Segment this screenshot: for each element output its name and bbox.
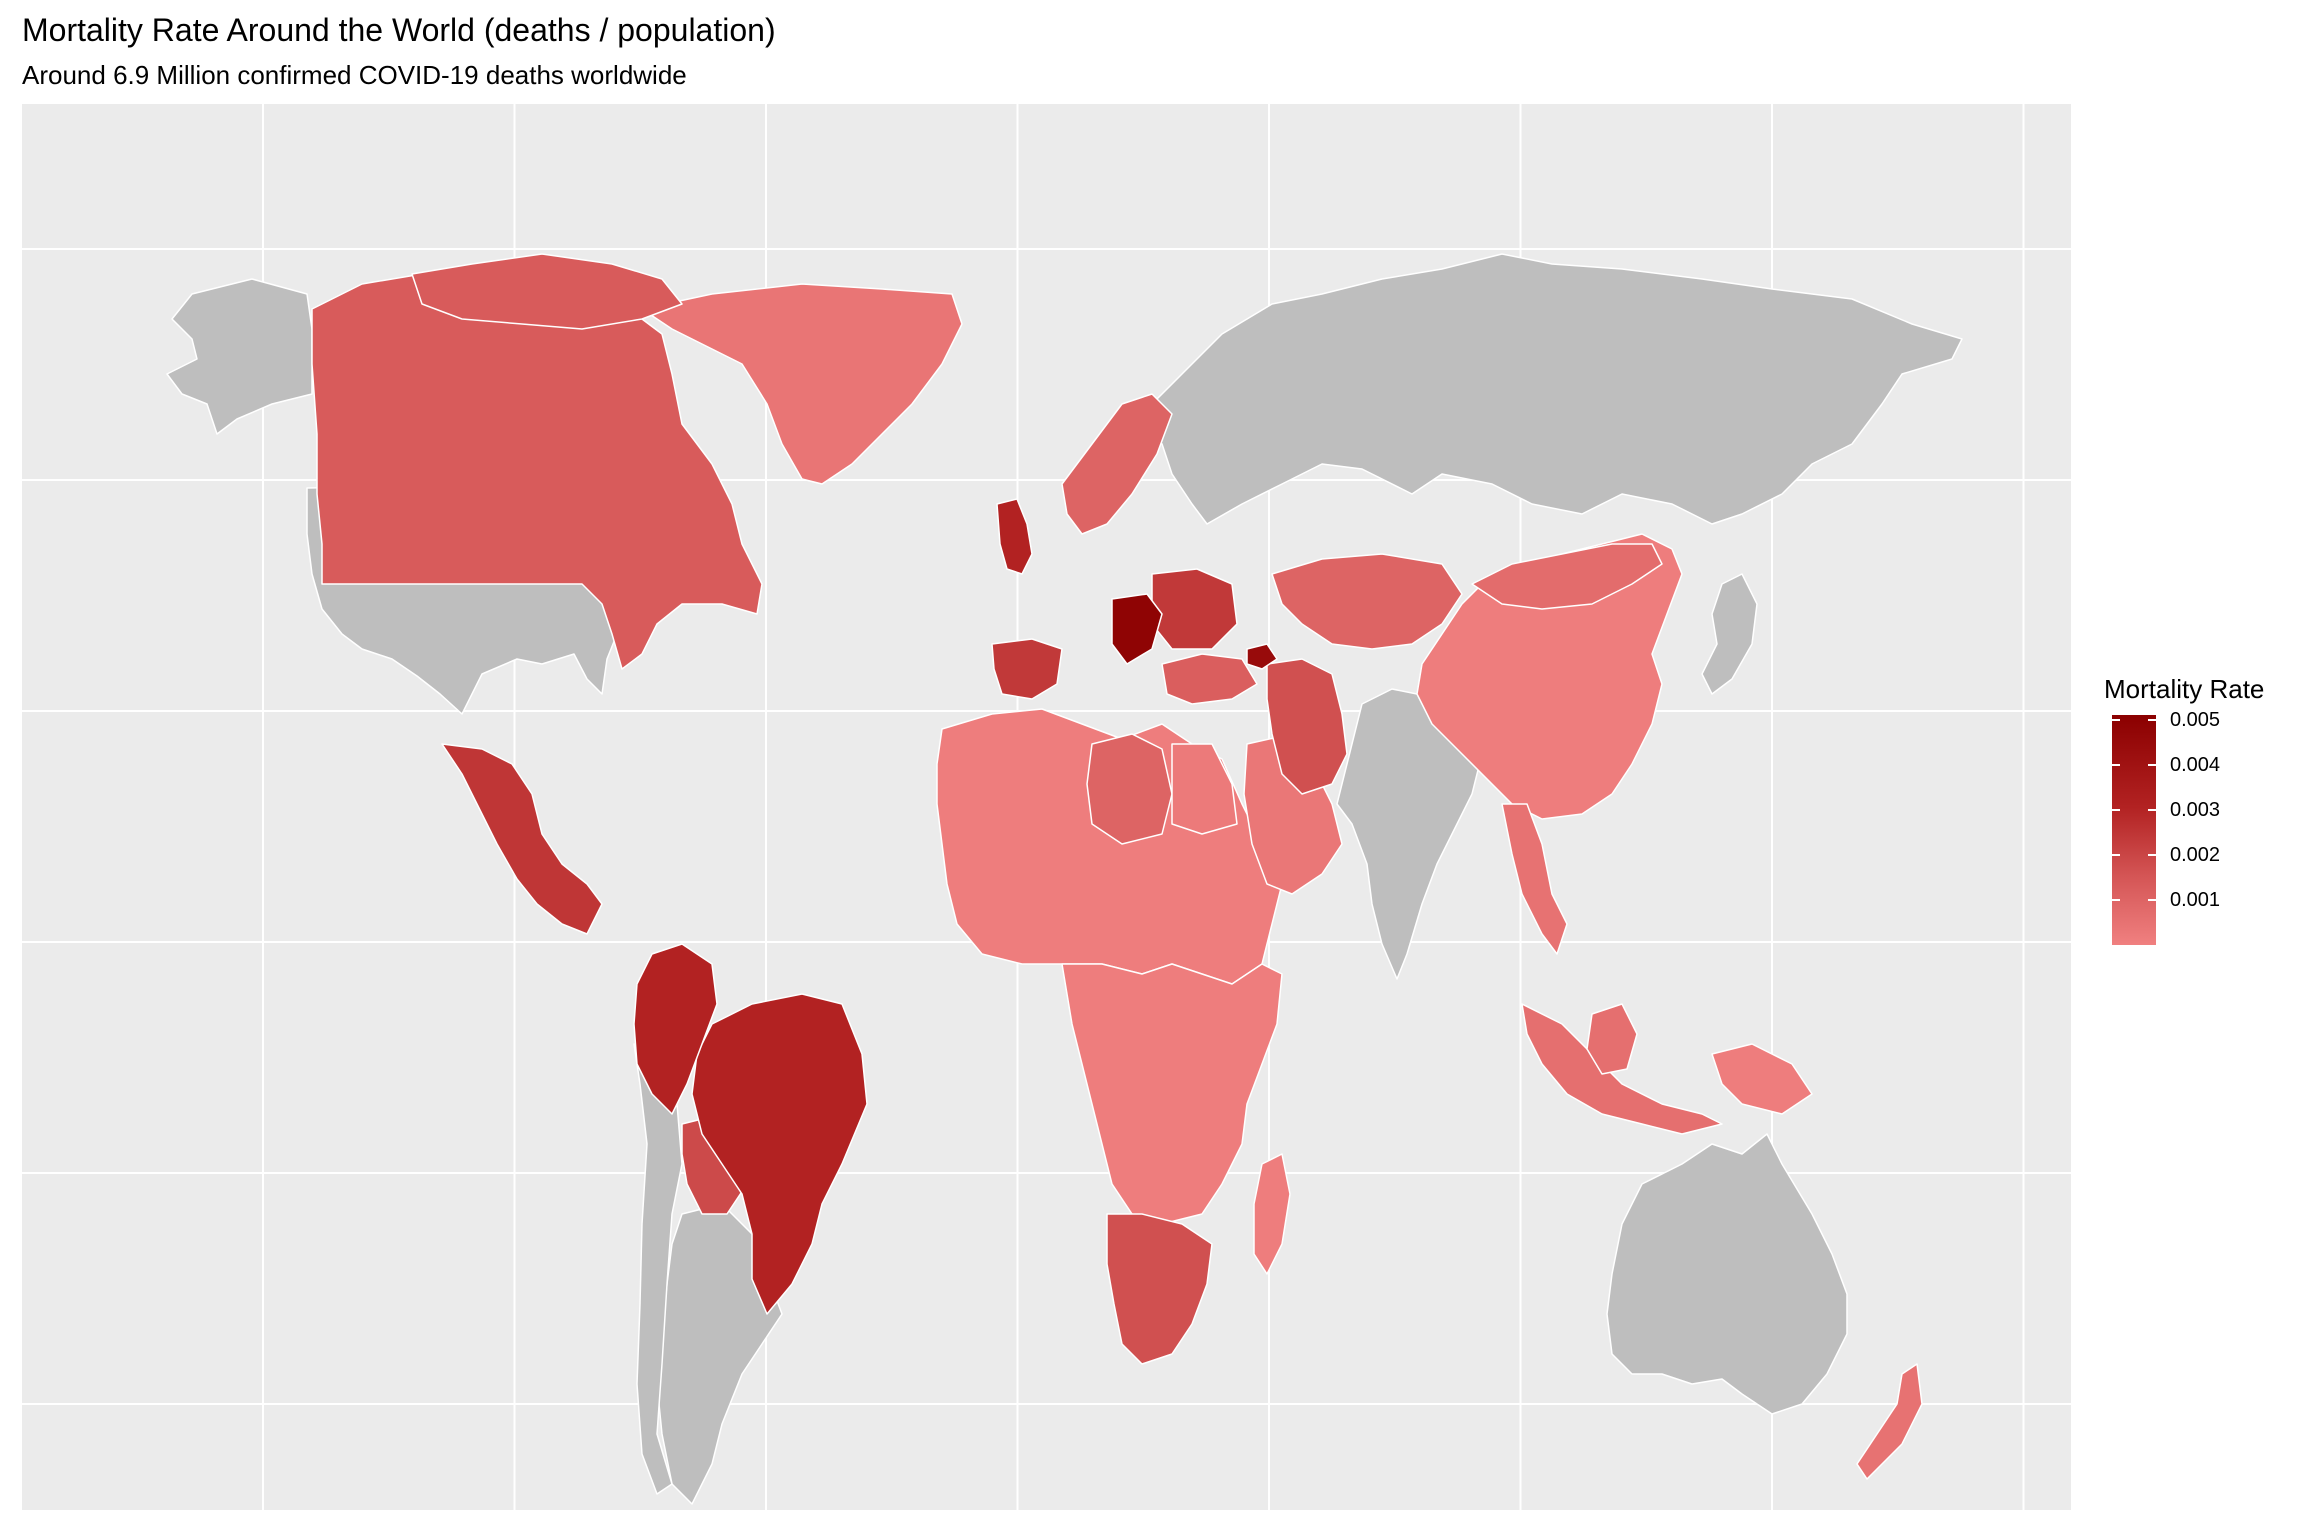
region-japan [1701, 573, 1758, 695]
legend-tick-mark [2112, 898, 2120, 901]
region-eastern-europe [1151, 568, 1238, 650]
region-mongolia [1471, 543, 1663, 610]
map-panel [22, 104, 2071, 1510]
region-mexico [441, 743, 603, 935]
legend-tick-label: 0.002 [2170, 843, 2221, 866]
region-myanmar-thailand [1501, 803, 1568, 955]
legend-tick-mark [2112, 808, 2120, 811]
country-shapes [166, 253, 1963, 1505]
legend-tick-mark [2112, 853, 2120, 856]
region-central-asia [1271, 553, 1463, 650]
region-chile [633, 1043, 683, 1495]
region-papua [1711, 1043, 1813, 1115]
legend-tick-mark [2148, 763, 2156, 766]
region-iran [1266, 658, 1348, 795]
region-united-kingdom [996, 498, 1033, 575]
region-alaska [166, 278, 313, 435]
color-legend: Mortality Rate 0.005 0.004 0.003 0.002 0.001 [2104, 674, 2294, 974]
region-borneo [1586, 1003, 1638, 1075]
region-hungary-balkans [1111, 593, 1163, 665]
legend-tick-mark [2148, 853, 2156, 856]
world-map [22, 104, 2071, 1510]
region-madagascar [1253, 1153, 1291, 1275]
region-greenland [641, 283, 963, 485]
region-spain [991, 638, 1063, 700]
legend-title: Mortality Rate [2104, 674, 2265, 704]
legend-colorbar [2112, 715, 2156, 945]
region-central-africa [1061, 963, 1283, 1225]
region-scandinavia [1061, 393, 1173, 535]
legend-tick-label: 0.003 [2170, 798, 2221, 821]
chart-subtitle: Around 6.9 Million confirmed COVID-19 de… [22, 60, 687, 90]
region-southern-africa [1106, 1213, 1213, 1365]
region-china [1416, 533, 1683, 820]
chart-title: Mortality Rate Around the World (deaths … [22, 12, 776, 48]
region-brazil [691, 993, 868, 1315]
legend-tick-label: 0.004 [2170, 753, 2221, 776]
legend-tick-label: 0.005 [2170, 708, 2221, 731]
region-egypt [1171, 743, 1238, 835]
region-turkey [1161, 653, 1258, 705]
region-colombia-peru [633, 943, 718, 1115]
region-canadian-arctic [411, 253, 683, 330]
legend-tick-mark [2148, 718, 2156, 721]
region-libya [1086, 733, 1173, 845]
legend-tick-mark [2112, 718, 2120, 721]
region-georgia [1246, 643, 1278, 670]
legend-tick-mark [2148, 808, 2156, 811]
legend-tick-mark [2148, 898, 2156, 901]
region-australia [1606, 1133, 1848, 1415]
region-new-zealand [1856, 1363, 1923, 1480]
legend-tick-label: 0.001 [2170, 888, 2221, 911]
region-russia [1141, 253, 1963, 525]
legend-tick-mark [2112, 763, 2120, 766]
